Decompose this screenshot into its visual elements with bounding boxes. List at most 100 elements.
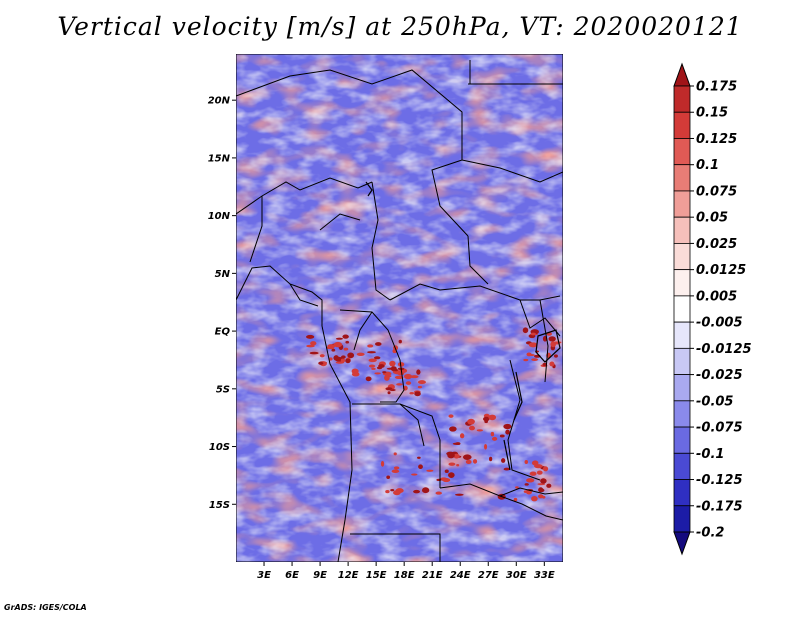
updraft-cell	[410, 375, 419, 379]
updraft-cell	[413, 489, 420, 494]
colorbar-segment	[673, 505, 691, 533]
colorbar-label: -0.1	[696, 447, 724, 462]
updraft-cell	[390, 488, 395, 492]
colorbar-label: 0.125	[696, 132, 737, 147]
updraft-cell	[335, 361, 345, 364]
updraft-cell	[542, 362, 547, 366]
lat-tick-label: 5N	[215, 269, 231, 280]
updraft-cell	[416, 369, 421, 375]
updraft-cell	[393, 452, 397, 456]
updraft-cell	[553, 354, 558, 358]
updraft-cell	[490, 431, 495, 437]
colorbar-label: -0.075	[696, 421, 743, 436]
updraft-cell	[310, 341, 317, 346]
updraft-cell	[484, 443, 488, 450]
updraft-cell	[342, 334, 349, 339]
updraft-cell	[546, 483, 552, 488]
updraft-cell	[548, 336, 556, 342]
lat-tick-label: 10S	[209, 442, 230, 453]
colorbar-label: -0.005	[696, 316, 743, 331]
updraft-cell	[499, 434, 505, 438]
updraft-cell	[368, 358, 377, 363]
updraft-cell	[442, 478, 451, 483]
lon-tick-label: 3E	[257, 570, 271, 581]
colorbar-label: -0.2	[696, 526, 724, 541]
updraft-cell	[449, 426, 457, 432]
updraft-cell	[393, 490, 401, 496]
updraft-cell	[397, 362, 405, 367]
updraft-cell	[503, 423, 512, 430]
lon-tick-label: 9E	[313, 570, 327, 581]
colorbar-label: 0.075	[696, 184, 737, 199]
colorbar-segment	[673, 347, 691, 375]
colorbar-arrow-top	[673, 62, 691, 87]
updraft-cell	[396, 383, 403, 386]
updraft-cell	[528, 354, 535, 357]
colorbar-label: -0.125	[696, 473, 743, 488]
lon-tick-label: 21E	[422, 570, 443, 581]
updraft-cell	[530, 332, 536, 336]
colorbar-label: -0.0125	[696, 342, 752, 357]
updraft-cell	[536, 470, 543, 475]
updraft-cell	[309, 351, 319, 355]
colorbar-segment	[673, 321, 691, 349]
updraft-cell	[542, 466, 549, 472]
lon-tick-label: 24E	[450, 570, 471, 581]
lakes	[365, 181, 561, 471]
updraft-cell	[375, 342, 382, 346]
colorbar-segment	[673, 190, 691, 218]
updraft-cell	[373, 356, 381, 360]
lon-tick-label: 27E	[478, 570, 499, 581]
updraft-cell	[528, 342, 538, 348]
lon-tick-label: 15E	[366, 570, 387, 581]
updraft-cell	[501, 458, 506, 463]
strong-updraft-cells	[306, 327, 562, 502]
lat-tick-label: 10N	[208, 211, 231, 222]
updraft-cell	[489, 456, 493, 462]
updraft-cell	[374, 372, 381, 375]
updraft-cell	[476, 429, 483, 432]
updraft-cell	[333, 355, 339, 361]
colorbar-segment	[673, 164, 691, 192]
updraft-cell	[368, 364, 376, 368]
updraft-cell	[398, 339, 402, 344]
updraft-cell	[526, 478, 535, 483]
colorbar-label: 0.005	[696, 289, 737, 304]
updraft-cell	[448, 414, 454, 418]
updraft-cell	[385, 490, 390, 494]
updraft-cell	[306, 334, 315, 339]
updraft-cell	[553, 341, 562, 344]
updraft-cell	[306, 344, 315, 348]
lon-tick-label: 33E	[534, 570, 555, 581]
lat-tick-label: 5S	[216, 384, 230, 395]
updraft-cell	[467, 418, 475, 425]
updraft-cell	[453, 453, 460, 459]
updraft-cell	[483, 416, 490, 422]
updraft-cell	[387, 391, 391, 395]
updraft-cell	[469, 425, 475, 431]
updraft-cell	[393, 466, 400, 470]
colorbar-segment	[673, 216, 691, 244]
updraft-cell	[488, 414, 497, 421]
updraft-cell	[378, 364, 385, 368]
updraft-cell	[319, 354, 325, 358]
updraft-cell	[531, 460, 539, 466]
updraft-cell	[513, 497, 518, 502]
updraft-cell	[522, 327, 529, 334]
updraft-cell	[371, 367, 376, 370]
updraft-cell	[417, 380, 426, 385]
updraft-cell	[343, 347, 349, 351]
velocity-field-white-streaks	[236, 54, 563, 562]
updraft-cell	[531, 358, 539, 362]
updraft-cell	[491, 436, 498, 441]
updraft-cell	[409, 392, 415, 395]
updraft-cell	[417, 385, 423, 389]
updraft-cell	[456, 464, 460, 467]
updraft-cell	[333, 341, 343, 348]
colorbar-label: 0.025	[696, 237, 737, 252]
colorbar-label: 0.175	[696, 80, 737, 95]
updraft-cell	[426, 469, 434, 472]
colorbar-segment	[673, 479, 691, 507]
colorbar-segment	[673, 295, 691, 323]
colorbar-label: -0.05	[696, 394, 733, 409]
